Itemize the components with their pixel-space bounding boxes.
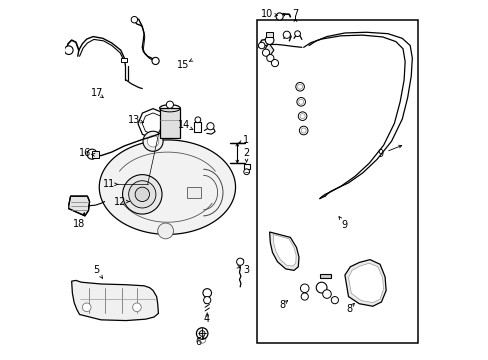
Text: 18: 18: [73, 219, 85, 229]
Text: 10: 10: [260, 9, 272, 19]
Polygon shape: [99, 140, 235, 234]
Circle shape: [283, 31, 290, 39]
Text: 4: 4: [203, 314, 209, 324]
Polygon shape: [264, 43, 273, 57]
Text: 15: 15: [177, 59, 189, 69]
Text: 1: 1: [243, 135, 249, 145]
Polygon shape: [72, 280, 158, 320]
Circle shape: [276, 13, 283, 20]
Circle shape: [64, 46, 73, 54]
Text: 9: 9: [341, 220, 347, 230]
Bar: [244, 164, 249, 169]
Circle shape: [142, 131, 163, 151]
Circle shape: [203, 297, 210, 304]
Text: 6: 6: [195, 337, 201, 347]
Bar: [92, 150, 99, 158]
Circle shape: [258, 42, 264, 49]
Bar: [265, 32, 273, 37]
Circle shape: [82, 303, 91, 312]
Text: 2: 2: [243, 148, 249, 158]
Circle shape: [135, 187, 149, 202]
Text: 14: 14: [178, 121, 190, 130]
Text: 16: 16: [79, 148, 91, 158]
Polygon shape: [344, 260, 386, 306]
Circle shape: [295, 82, 304, 91]
Circle shape: [262, 49, 269, 56]
Circle shape: [294, 31, 300, 37]
Circle shape: [265, 36, 273, 44]
Circle shape: [132, 303, 141, 312]
Text: 3: 3: [243, 265, 249, 275]
Bar: [257, 21, 418, 343]
Text: 12: 12: [113, 197, 125, 207]
Circle shape: [271, 59, 278, 67]
Text: 7: 7: [292, 9, 298, 19]
Circle shape: [147, 135, 159, 147]
Text: 11: 11: [102, 179, 115, 189]
Circle shape: [298, 99, 303, 104]
Circle shape: [322, 290, 330, 298]
Circle shape: [301, 293, 308, 300]
Circle shape: [297, 84, 302, 89]
Bar: [121, 58, 126, 62]
Circle shape: [131, 17, 137, 23]
Text: 8: 8: [279, 300, 285, 310]
Circle shape: [195, 117, 201, 123]
Circle shape: [158, 223, 173, 239]
Circle shape: [301, 128, 305, 133]
Polygon shape: [69, 196, 89, 216]
Circle shape: [266, 54, 273, 62]
Text: 9: 9: [376, 149, 382, 159]
Text: 8: 8: [346, 304, 351, 314]
Circle shape: [316, 282, 326, 293]
Circle shape: [128, 181, 156, 208]
Text: 13: 13: [128, 115, 140, 125]
Polygon shape: [348, 263, 383, 303]
Bar: [319, 274, 330, 278]
Polygon shape: [269, 232, 298, 270]
Circle shape: [299, 126, 307, 135]
Text: 5: 5: [93, 265, 100, 275]
Circle shape: [199, 330, 204, 336]
Circle shape: [206, 123, 214, 130]
Circle shape: [330, 297, 338, 304]
Bar: [194, 122, 201, 132]
Circle shape: [236, 258, 244, 265]
Text: 17: 17: [91, 88, 103, 98]
Circle shape: [196, 328, 207, 339]
Circle shape: [244, 169, 249, 175]
Polygon shape: [273, 234, 296, 266]
Circle shape: [296, 98, 305, 106]
Bar: [187, 187, 201, 198]
Bar: [159, 108, 180, 138]
Circle shape: [203, 289, 211, 297]
Circle shape: [87, 149, 97, 159]
Circle shape: [152, 57, 159, 64]
Circle shape: [300, 114, 305, 119]
Circle shape: [298, 112, 306, 121]
Circle shape: [166, 101, 173, 108]
Circle shape: [300, 284, 308, 293]
Circle shape: [122, 175, 162, 214]
Circle shape: [198, 336, 205, 343]
